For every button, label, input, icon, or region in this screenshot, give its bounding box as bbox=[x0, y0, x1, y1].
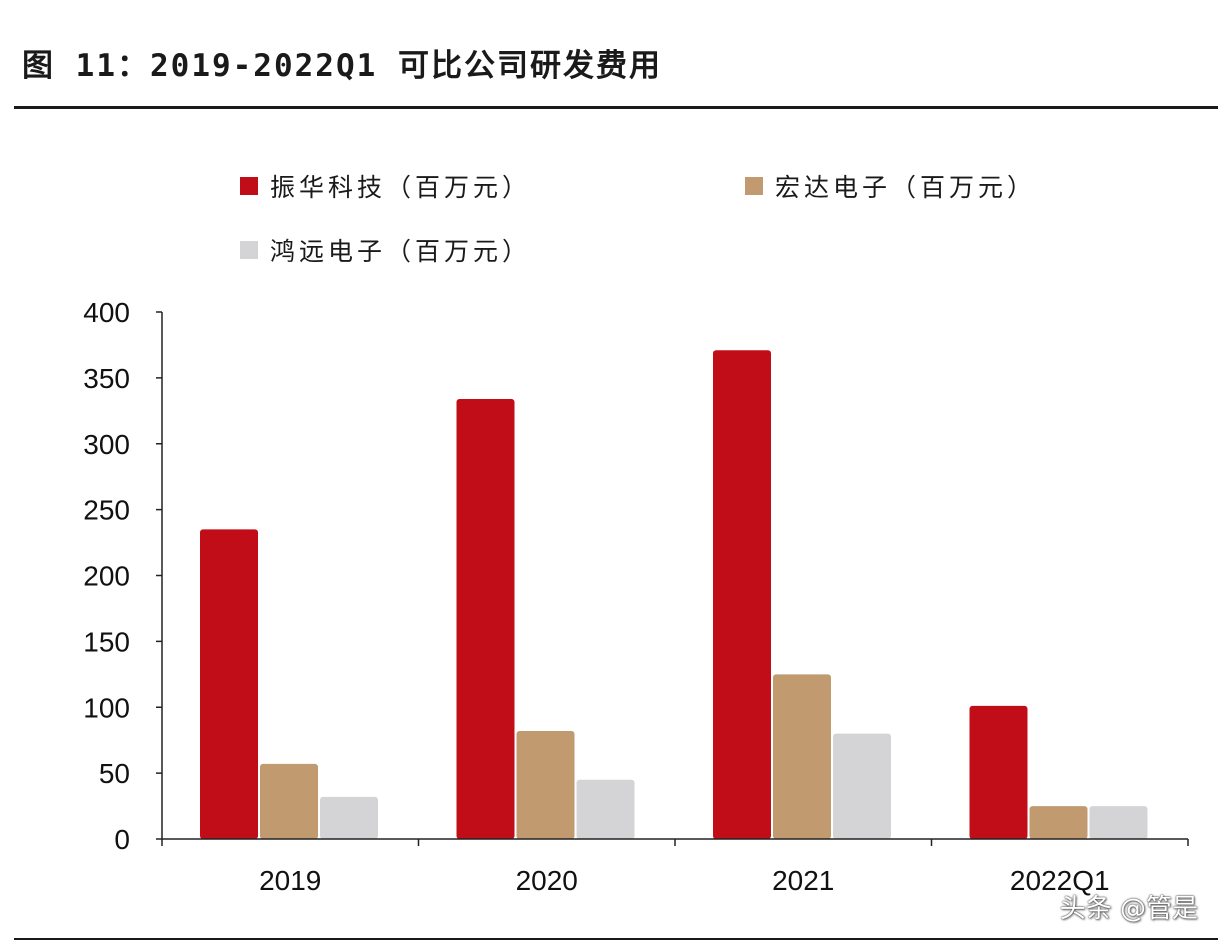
x-category-label: 2019 bbox=[259, 865, 321, 896]
bar-s1-2019 bbox=[200, 529, 258, 839]
y-tick-label: 300 bbox=[83, 429, 130, 460]
y-tick-label: 400 bbox=[83, 297, 130, 328]
x-category-label: 2021 bbox=[772, 865, 834, 896]
bar-s3-2019 bbox=[320, 796, 378, 839]
legend-label-hongda: 宏达电子（百万元） bbox=[775, 173, 1037, 202]
y-tick-label: 250 bbox=[83, 495, 130, 526]
legend-swatch-hongda bbox=[745, 177, 763, 195]
y-tick-label: 150 bbox=[83, 626, 130, 657]
bar-s3-2021 bbox=[833, 733, 891, 839]
bar-s3-2020 bbox=[576, 779, 635, 839]
title-divider bbox=[14, 106, 1218, 109]
watermark: 头条 @管是 bbox=[1059, 894, 1198, 924]
y-tick-label: 0 bbox=[114, 824, 130, 855]
legend-item-hongda: 宏达电子（百万元） bbox=[745, 168, 1036, 204]
legend-swatch-zhenhua bbox=[240, 177, 258, 195]
bar-s2-2022q1 bbox=[1029, 806, 1088, 839]
bottom-divider bbox=[14, 938, 1218, 940]
legend-item-hongyuan: 鸿远电子（百万元） bbox=[240, 232, 531, 268]
bar-s2-2019 bbox=[260, 763, 318, 839]
legend-swatch-hongyuan bbox=[240, 241, 258, 259]
y-tick-label: 350 bbox=[83, 363, 130, 394]
figure-title: 图 11：2019-2022Q1 可比公司研发费用 bbox=[22, 48, 662, 84]
legend-label-hongyuan: 鸿远电子（百万元） bbox=[270, 237, 532, 266]
legend-label-zhenhua: 振华科技（百万元） bbox=[270, 173, 532, 202]
bar-s2-2021 bbox=[773, 674, 831, 839]
bar-s3-2022q1 bbox=[1089, 806, 1148, 839]
x-category-label: 2022Q1 bbox=[1010, 865, 1110, 896]
bar-s1-2020 bbox=[456, 398, 515, 839]
legend-item-zhenhua: 振华科技（百万元） bbox=[240, 168, 531, 204]
y-tick-label: 50 bbox=[99, 758, 130, 789]
x-category-label: 2020 bbox=[516, 865, 578, 896]
bar-s1-2021 bbox=[713, 350, 771, 839]
y-tick-label: 200 bbox=[83, 561, 130, 592]
y-tick-label: 100 bbox=[83, 692, 130, 723]
bar-s2-2020 bbox=[516, 730, 575, 839]
bar-s1-2022q1 bbox=[969, 705, 1028, 839]
